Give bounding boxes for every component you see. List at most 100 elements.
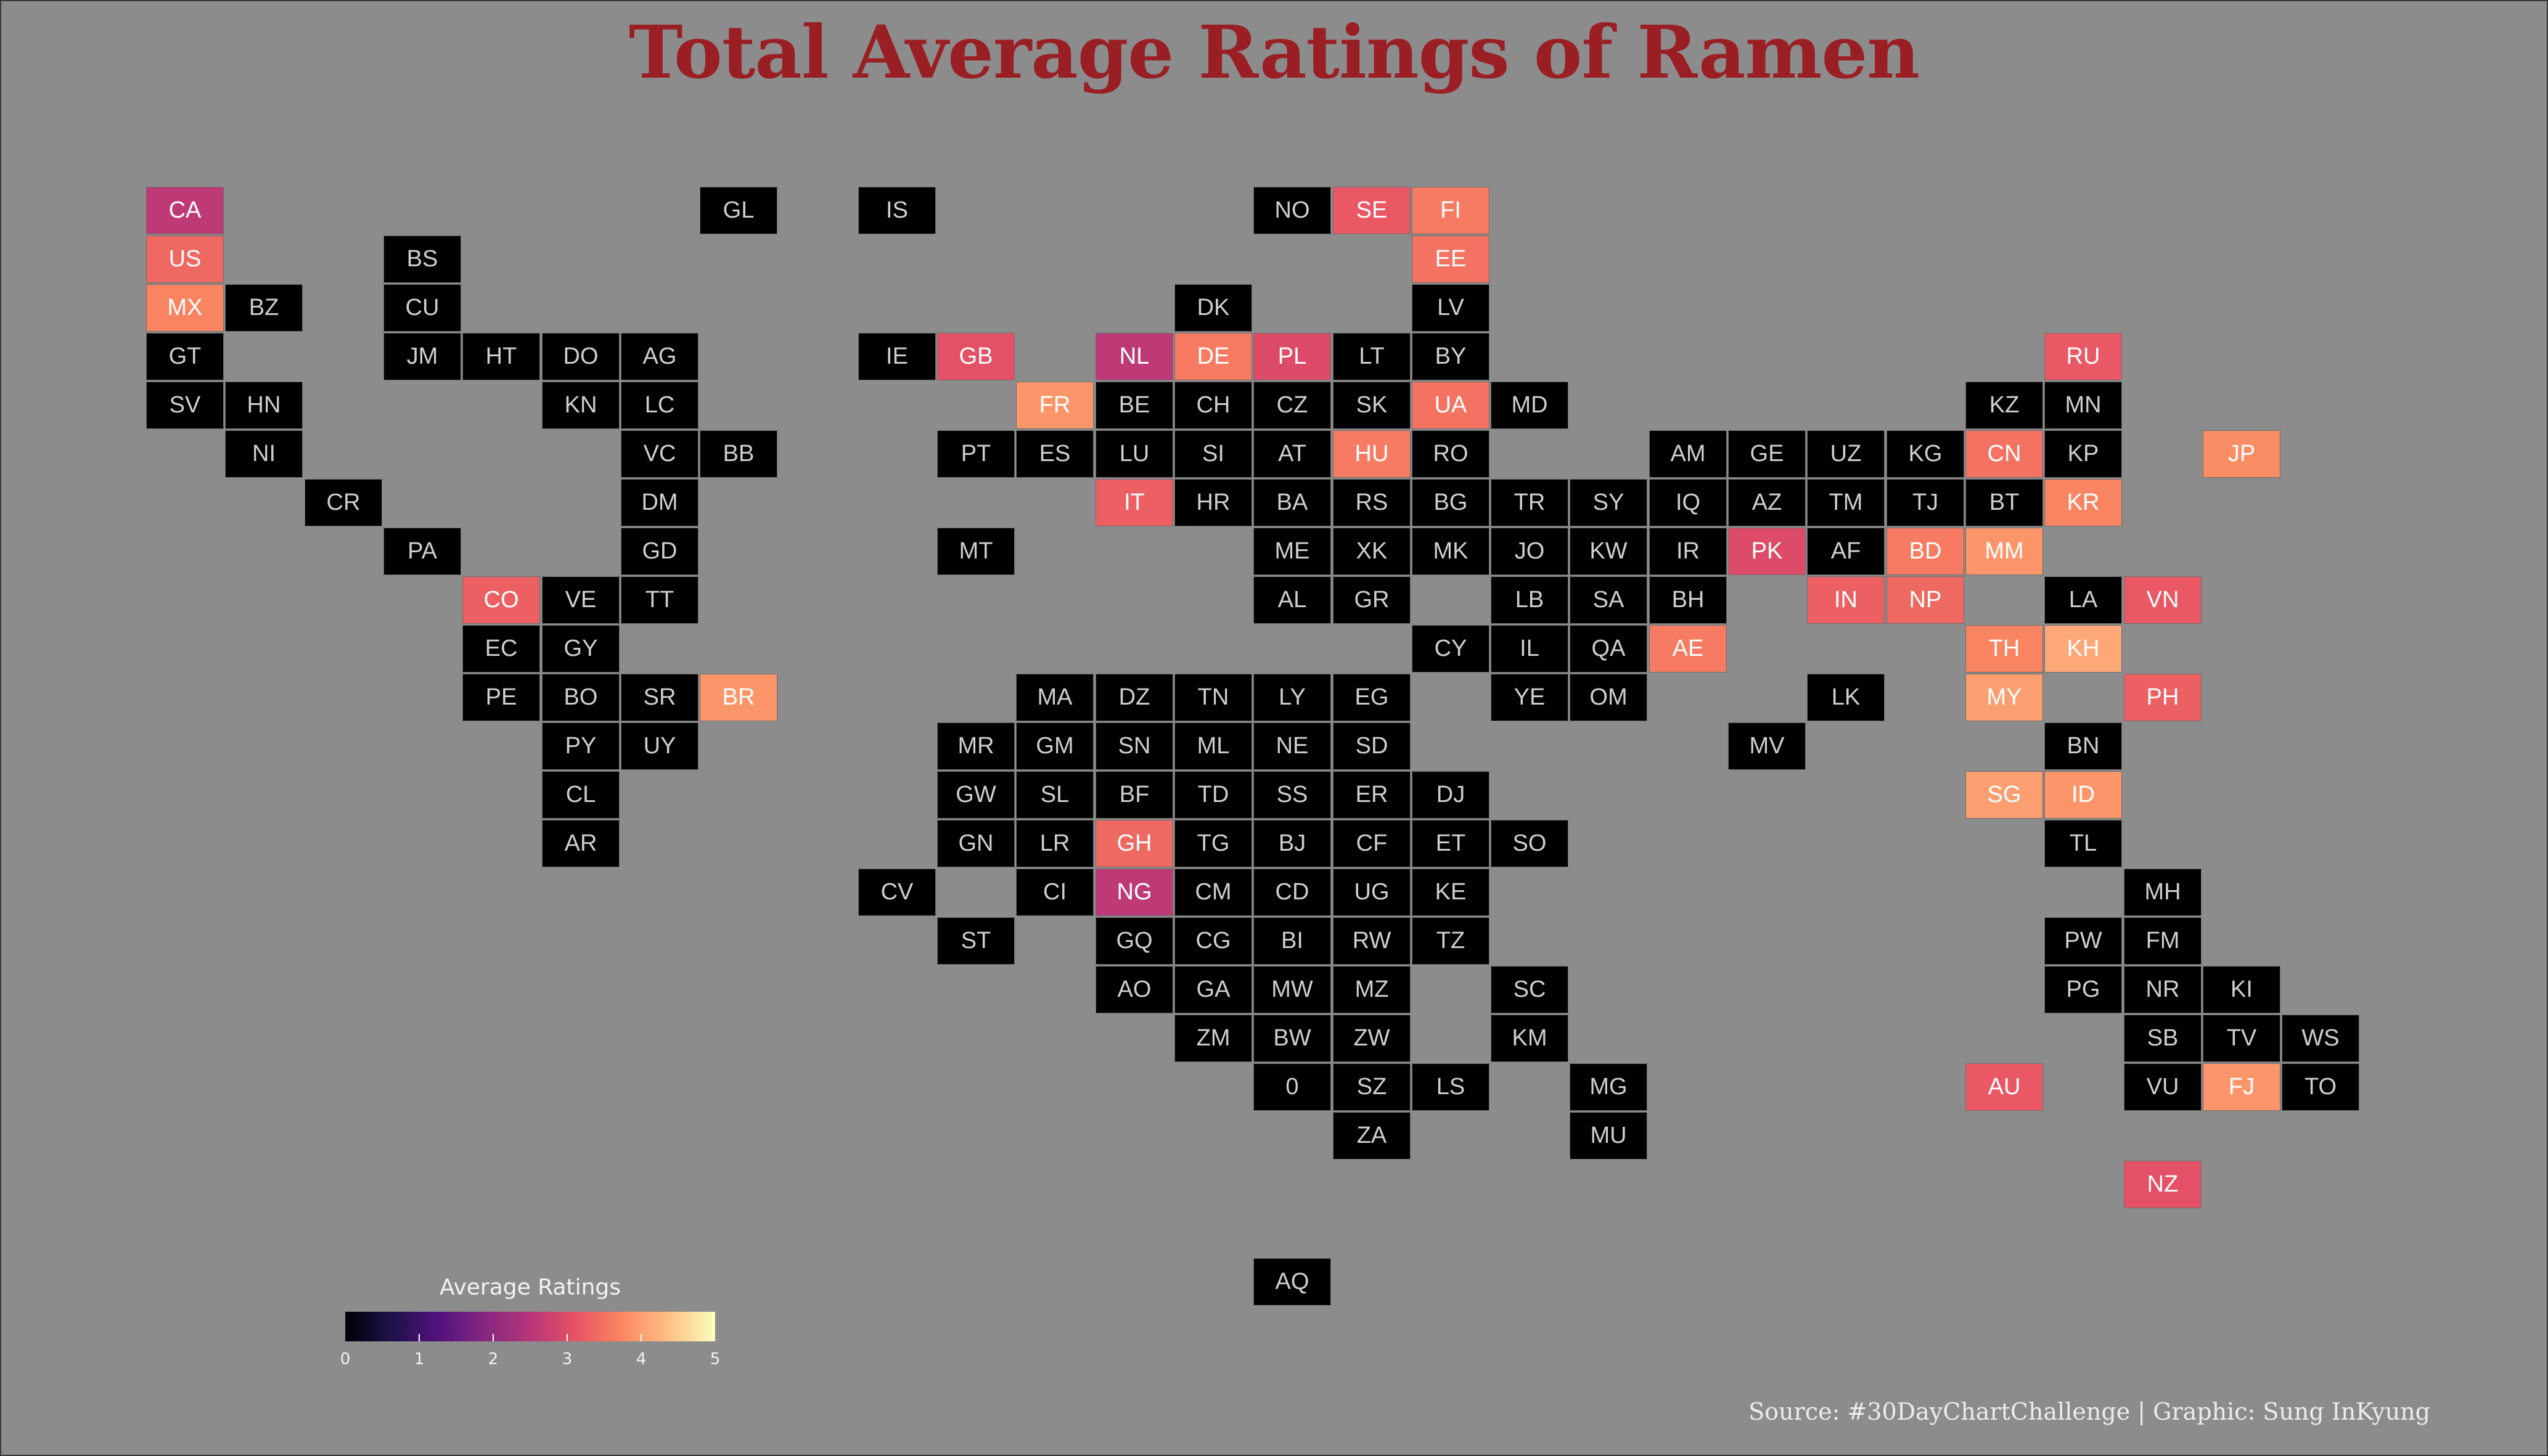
tile-fj: FJ [2203,1063,2280,1111]
tile-gn: GN [937,820,1015,867]
tile-fr: FR [1016,382,1094,429]
tile-kn: KN [542,382,620,429]
tile-gr: GR [1333,576,1411,624]
tile-ua: UA [1412,382,1489,429]
tile-ba: BA [1253,479,1331,526]
tile-hn: HN [225,382,303,429]
legend-tick-mark [567,1334,568,1341]
tile-uy: UY [621,722,698,770]
tile-vc: VC [621,430,698,478]
tile-zw: ZW [1333,1015,1411,1062]
tile-om: OM [1570,674,1647,721]
tile-bd: BD [1886,528,1964,575]
tile-jp: JP [2203,430,2280,478]
tile-mx: MX [146,284,224,332]
legend-colorbar [345,1312,715,1341]
tile-lc: LC [621,382,698,429]
tile-aq: AQ [1253,1258,1331,1306]
tile-dk: DK [1174,284,1252,332]
tile-gq: GQ [1096,917,1173,965]
tile-cf: CF [1333,820,1411,867]
tile-af: AF [1807,528,1885,575]
tile-tn: TN [1174,674,1252,721]
tile-mu: MU [1570,1112,1647,1159]
tile-bi: BI [1253,917,1331,965]
tile-pk: PK [1728,528,1806,575]
tile-pl: PL [1253,333,1331,380]
tile-rw: RW [1333,917,1411,965]
tile-ss: SS [1253,771,1331,819]
tile-pg: PG [2044,966,2122,1013]
tile-br: BR [700,674,777,721]
tile-ag: AG [621,333,698,380]
tile-td: TD [1174,771,1252,819]
tile-kr: KR [2044,479,2122,526]
tile-au: AU [1965,1063,2043,1111]
tile-pa: PA [383,528,461,575]
tile-er: ER [1333,771,1411,819]
legend-tick-label: 4 [636,1350,647,1368]
tile-es: ES [1016,430,1094,478]
tile-ar: AR [542,820,620,867]
tile-ly: LY [1253,674,1331,721]
tile-mv: MV [1728,722,1806,770]
tile-tg: TG [1174,820,1252,867]
tile-gl: GL [700,187,777,234]
tile-dz: DZ [1096,674,1173,721]
tile-ht: HT [462,333,540,380]
tile-bg: BG [1412,479,1489,526]
legend-tick-label: 5 [710,1350,721,1368]
tile-tm: TM [1807,479,1885,526]
tile-sc: SC [1491,966,1568,1013]
tile-it: IT [1096,479,1173,526]
tile-jm: JM [383,333,461,380]
tile-ec: EC [462,625,540,673]
tile-et: ET [1412,820,1489,867]
tile-bs: BS [383,235,461,283]
tile-ls: LS [1412,1063,1489,1111]
tile-lr: LR [1016,820,1094,867]
tile-tt: TT [621,576,698,624]
tile-nl: NL [1096,333,1173,380]
legend-tick-label: 3 [562,1350,573,1368]
tile-al: AL [1253,576,1331,624]
tile-am: AM [1649,430,1727,478]
tile-bb: BB [700,430,777,478]
tile-lv: LV [1412,284,1489,332]
legend-tick-mark [493,1334,494,1341]
legend-tick-mark [419,1334,420,1341]
chart-title: Total Average Ratings of Ramen [628,9,1920,95]
tile-ee: EE [1412,235,1489,283]
tile-so: SO [1491,820,1568,867]
tile-by: BY [1412,333,1489,380]
tile-cg: CG [1174,917,1252,965]
tile-bh: BH [1649,576,1727,624]
tile-ug: UG [1333,869,1411,916]
tile-ye: YE [1491,674,1568,721]
tile-qa: QA [1570,625,1647,673]
tile-de: DE [1174,333,1252,380]
tile-co: CO [462,576,540,624]
tile-gd: GD [621,528,698,575]
tile-gw: GW [937,771,1015,819]
tile-be: BE [1096,382,1173,429]
tile-kh: KH [2044,625,2122,673]
tile-ao: AO [1096,966,1173,1013]
tile-sy: SY [1570,479,1647,526]
tile-cu: CU [383,284,461,332]
tile-in: IN [1807,576,1885,624]
tile-mk: MK [1412,528,1489,575]
tile-do: DO [542,333,620,380]
tile-km: KM [1491,1015,1568,1062]
tile-pt: PT [937,430,1015,478]
tile-ni: NI [225,430,303,478]
tile-ie: IE [858,333,936,380]
tile-mw: MW [1253,966,1331,1013]
tile-fm: FM [2124,917,2202,965]
tile-at: AT [1253,430,1331,478]
tile-ml: ML [1174,722,1252,770]
tile-ke: KE [1412,869,1489,916]
tile-lu: LU [1096,430,1173,478]
